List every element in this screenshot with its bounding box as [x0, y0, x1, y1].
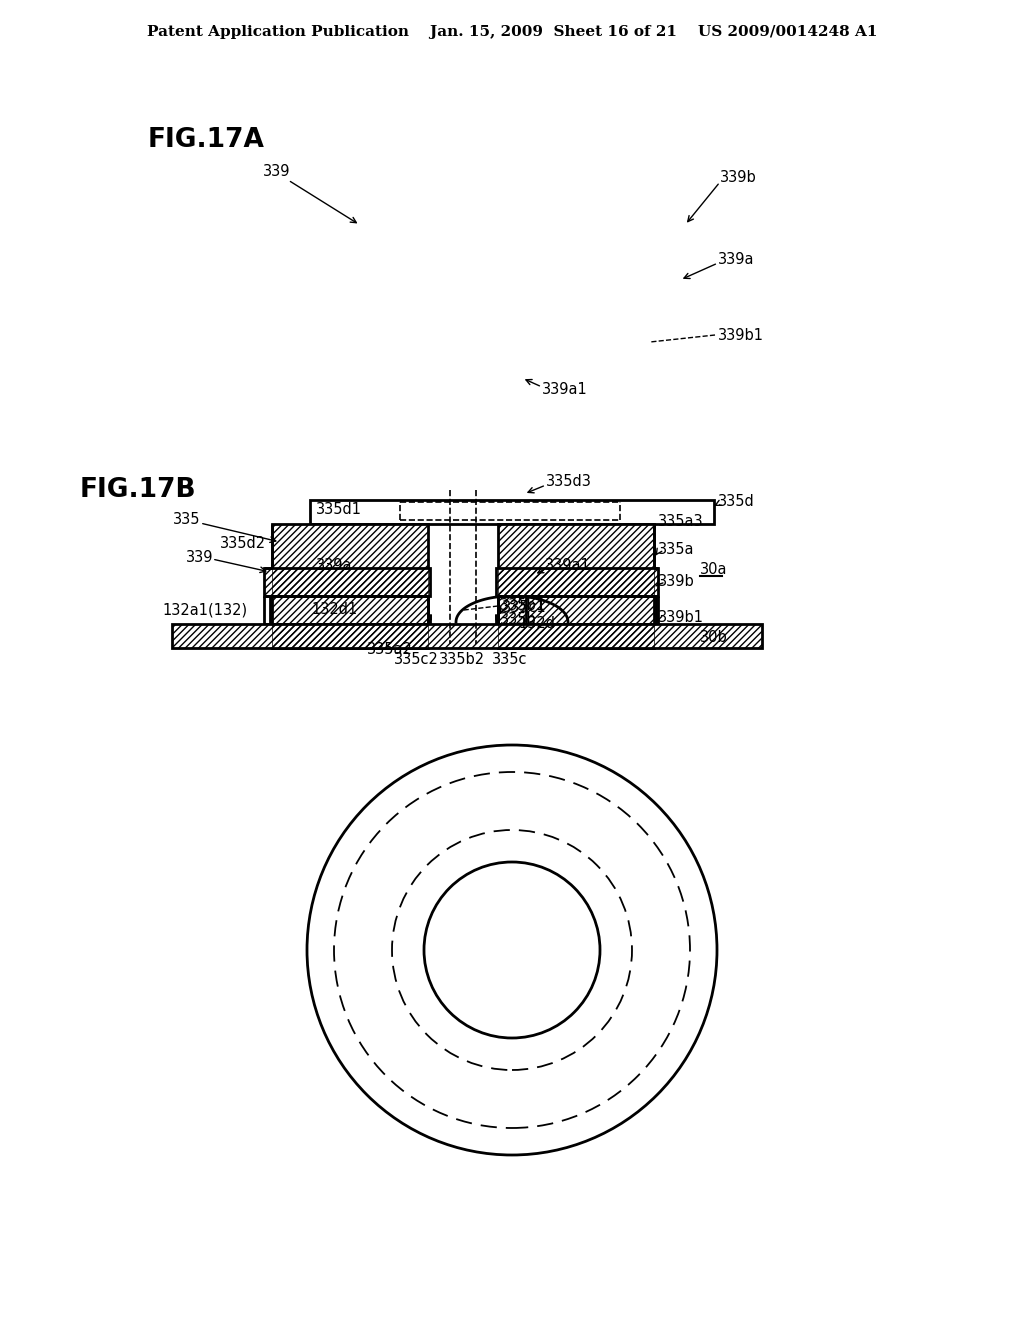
Text: 30a: 30a — [700, 562, 727, 578]
Text: 335c: 335c — [493, 652, 527, 668]
Text: 339: 339 — [262, 165, 290, 180]
Text: 335d3: 335d3 — [546, 474, 592, 490]
Text: 339b: 339b — [720, 170, 757, 186]
Text: 339a: 339a — [718, 252, 755, 268]
Text: 335c2: 335c2 — [393, 652, 438, 668]
Text: 132d1: 132d1 — [312, 602, 358, 618]
Text: 339: 339 — [185, 549, 213, 565]
Text: 335a2: 335a2 — [367, 643, 413, 657]
Text: 335d: 335d — [718, 495, 755, 510]
Bar — [264, 568, 430, 597]
Bar — [496, 568, 658, 597]
Text: 335c1: 335c1 — [502, 601, 547, 615]
Text: Patent Application Publication    Jan. 15, 2009  Sheet 16 of 21    US 2009/00142: Patent Application Publication Jan. 15, … — [146, 25, 878, 40]
Text: 339a: 339a — [315, 558, 352, 573]
Text: 339b1: 339b1 — [718, 327, 764, 342]
Text: 30b: 30b — [700, 630, 728, 644]
Text: 335b2: 335b2 — [439, 652, 485, 668]
Text: 339b: 339b — [658, 574, 694, 590]
Text: 335a3: 335a3 — [658, 515, 703, 529]
Bar — [496, 568, 658, 597]
Text: 132a1(132): 132a1(132) — [162, 602, 247, 618]
Bar — [264, 568, 430, 597]
Bar — [272, 524, 428, 648]
Text: 335a: 335a — [658, 543, 694, 557]
Bar — [498, 524, 654, 648]
Text: 335b1: 335b1 — [500, 598, 546, 612]
Text: 335d1: 335d1 — [316, 503, 362, 517]
Text: 132d: 132d — [518, 615, 555, 631]
Text: 335: 335 — [172, 512, 200, 528]
Bar — [172, 624, 762, 648]
Text: 335d2: 335d2 — [220, 536, 266, 552]
Text: 339b1: 339b1 — [658, 610, 705, 624]
Bar — [498, 524, 654, 648]
Text: 335b: 335b — [500, 612, 537, 627]
Bar — [172, 624, 762, 648]
Bar — [272, 524, 428, 648]
Text: 339a1: 339a1 — [542, 383, 588, 397]
Text: FIG.17B: FIG.17B — [80, 477, 197, 503]
Text: FIG.17A: FIG.17A — [148, 127, 265, 153]
Bar — [310, 500, 714, 524]
Text: 339a1: 339a1 — [545, 558, 591, 573]
